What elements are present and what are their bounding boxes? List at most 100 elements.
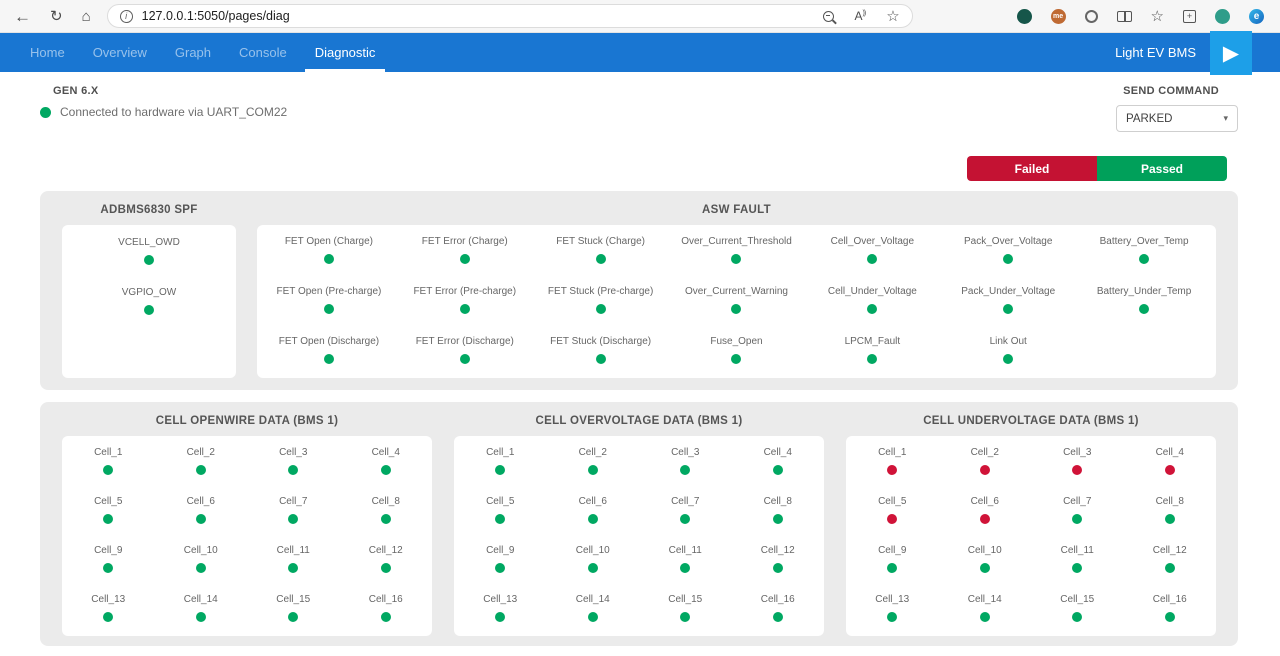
indicator-label: FET Stuck (Pre-charge)	[533, 286, 669, 297]
status-indicator: Cell_16	[340, 594, 433, 622]
indicator-label: Cell_4	[1124, 447, 1217, 458]
address-bar[interactable]: i 127.0.0.1:5050/pages/diag A ☆	[107, 4, 913, 28]
indicator-label: Cell_15	[639, 594, 732, 605]
back-icon[interactable]: ←	[14, 8, 31, 25]
tab-graph[interactable]: Graph	[161, 33, 225, 72]
extension-icon-me[interactable]: me	[1051, 9, 1066, 24]
cell-panel-title: CELL OVERVOLTAGE DATA (BMS 1)	[454, 415, 824, 427]
status-indicator: Fuse_Open	[669, 336, 805, 364]
indicator-label: Cell_8	[732, 496, 825, 507]
cell-undervoltage-section: CELL UNDERVOLTAGE DATA (BMS 1) Cell_1Cel…	[846, 415, 1216, 646]
tab-overview[interactable]: Overview	[79, 33, 161, 72]
read-aloud-icon[interactable]: A	[855, 9, 866, 23]
status-indicator: FET Open (Discharge)	[261, 336, 397, 364]
asw-card: FET Open (Charge)FET Error (Charge)FET S…	[257, 225, 1216, 378]
indicator-label: Cell_5	[454, 496, 547, 507]
status-indicator: Cell_10	[155, 545, 248, 573]
pass-dot	[588, 563, 598, 573]
passed-button[interactable]: Passed	[1097, 156, 1227, 181]
fail-dot	[887, 514, 897, 524]
status-indicator: Cell_8	[732, 496, 825, 524]
connection-block: GEN 6.X Connected to hardware via UART_C…	[40, 85, 287, 119]
pass-dot	[731, 254, 741, 264]
status-indicator: Cell_8	[1124, 496, 1217, 524]
favorites-icon[interactable]: ☆	[1151, 9, 1164, 24]
indicator-label: Cell_5	[62, 496, 155, 507]
tab-diagnostic[interactable]: Diagnostic	[301, 33, 390, 72]
home-icon[interactable]: ⌂	[82, 9, 91, 24]
indicator-label: FET Open (Charge)	[261, 236, 397, 247]
edge-logo-icon[interactable]: e	[1249, 9, 1264, 24]
indicator-label: Cell_1	[62, 447, 155, 458]
command-value: PARKED	[1126, 113, 1172, 125]
status-indicator: Cell_9	[846, 545, 939, 573]
tab-home[interactable]: Home	[16, 33, 79, 72]
favorite-star-icon[interactable]: ☆	[886, 9, 899, 24]
status-indicator: FET Open (Charge)	[261, 236, 397, 264]
site-info-icon[interactable]: i	[120, 10, 133, 23]
indicator-label: Cell_12	[340, 545, 433, 556]
indicator-label: Cell_3	[639, 447, 732, 458]
cell-undervoltage-card: Cell_1Cell_2Cell_3Cell_4Cell_5Cell_6Cell…	[846, 436, 1216, 636]
indicator-label: Over_Current_Warning	[669, 286, 805, 297]
dash-logo[interactable]: ▶	[1210, 31, 1252, 75]
extension-icon-3[interactable]	[1215, 9, 1230, 24]
pass-dot	[196, 563, 206, 573]
pass-dot	[980, 563, 990, 573]
collections-icon[interactable]: +	[1183, 10, 1196, 23]
pass-dot	[731, 304, 741, 314]
status-indicator: Cell_3	[1031, 447, 1124, 475]
indicator-label: Cell_2	[155, 447, 248, 458]
browser-toolbar: ← ↻ ⌂ i 127.0.0.1:5050/pages/diag A ☆ me…	[0, 0, 1280, 33]
indicator-label: Cell_8	[340, 496, 433, 507]
pass-dot	[1165, 612, 1175, 622]
pass-dot	[103, 612, 113, 622]
send-command-block: SEND COMMAND PARKED ▾	[1116, 85, 1238, 132]
status-indicator: FET Error (Discharge)	[397, 336, 533, 364]
indicator-label: Cell_9	[62, 545, 155, 556]
pass-dot	[731, 354, 741, 364]
refresh-icon[interactable]: ↻	[50, 9, 63, 24]
indicator-label: Cell_6	[155, 496, 248, 507]
pass-dot	[773, 563, 783, 573]
indicator-label: FET Open (Discharge)	[261, 336, 397, 347]
pass-dot	[324, 254, 334, 264]
pass-dot	[680, 465, 690, 475]
indicator-label: Cell_11	[1031, 545, 1124, 556]
pass-dot	[596, 254, 606, 264]
status-indicator: FET Stuck (Discharge)	[533, 336, 669, 364]
indicator-label: Cell_13	[454, 594, 547, 605]
status-indicator: Cell_1	[62, 447, 155, 475]
indicator-label: Link Out	[940, 336, 1076, 347]
indicator-label: Cell_10	[939, 545, 1032, 556]
zoom-level-icon[interactable]	[823, 11, 834, 22]
status-indicator: Link Out	[940, 336, 1076, 364]
pass-dot	[324, 354, 334, 364]
status-indicator: Pack_Under_Voltage	[940, 286, 1076, 314]
pass-dot	[196, 465, 206, 475]
status-indicator: Cell_14	[155, 594, 248, 622]
tab-console[interactable]: Console	[225, 33, 301, 72]
extension-icon-2[interactable]	[1085, 10, 1098, 23]
status-indicator: Cell_3	[247, 447, 340, 475]
indicator-label: Cell_13	[62, 594, 155, 605]
failed-button[interactable]: Failed	[967, 156, 1097, 181]
status-indicator: Battery_Over_Temp	[1076, 236, 1212, 264]
indicator-label: Cell_7	[1031, 496, 1124, 507]
indicator-label: Cell_7	[247, 496, 340, 507]
pass-dot	[1003, 254, 1013, 264]
pass-dot	[288, 612, 298, 622]
indicator-label: Cell_3	[1031, 447, 1124, 458]
indicator-label: Cell_12	[1124, 545, 1217, 556]
pass-dot	[887, 612, 897, 622]
pass-dot	[887, 563, 897, 573]
indicator-label: Pack_Under_Voltage	[940, 286, 1076, 297]
url-text[interactable]: 127.0.0.1:5050/pages/diag	[142, 9, 823, 23]
page-header: GEN 6.X Connected to hardware via UART_C…	[40, 85, 1238, 132]
extension-icon-1[interactable]	[1017, 9, 1032, 24]
status-indicator: Battery_Under_Temp	[1076, 286, 1212, 314]
command-select[interactable]: PARKED ▾	[1116, 105, 1238, 132]
status-indicator: Cell_13	[846, 594, 939, 622]
split-screen-icon[interactable]	[1117, 11, 1132, 22]
indicator-label: Over_Current_Threshold	[669, 236, 805, 247]
